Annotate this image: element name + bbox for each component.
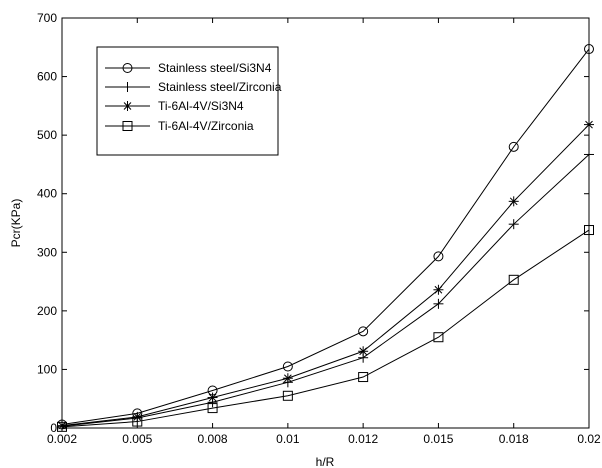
data-point-asterisk [57,420,67,431]
data-point-circle [584,44,594,55]
y-tick-label: 700 [37,11,57,25]
data-point-square [584,225,594,236]
data-point-square [433,332,444,343]
data-point-asterisk [433,284,444,295]
legend: Stainless steel/Si3N4 Stainless steel/Zir… [96,46,282,156]
series-layer [57,44,594,432]
y-axis-title: Pcr(KPa) [9,199,23,248]
data-point-square [207,403,218,414]
data-point-circle [358,326,369,337]
legend-label: Ti-6Al-4V/Zirconia [158,119,254,133]
data-point-asterisk [358,346,369,357]
y-tick-label: 0 [50,421,57,435]
x-axis-title: h/R [316,455,335,468]
data-point-square [282,390,293,401]
legend-marker-plus [122,82,133,92]
x-tick-label: 0.005 [122,432,152,446]
x-tick-label: 0.01 [276,432,300,446]
data-point-asterisk [584,119,594,130]
y-tick-label: 200 [37,304,57,318]
data-point-circle [433,251,444,262]
y-tick-label: 600 [37,70,57,84]
legend-marker-asterisk [122,101,133,111]
y-axis: 0 100 200 300 400 500 600 700 [37,11,589,435]
x-tick-label: 0.002 [47,432,77,446]
y-tick-label: 300 [37,245,57,259]
data-point-plus [584,149,594,160]
y-tick-label: 500 [37,128,57,142]
y-tick-label: 100 [37,362,57,376]
data-point-square [57,421,67,432]
data-point-circle [508,141,519,152]
data-point-asterisk [508,196,519,207]
data-point-square [358,372,369,383]
x-tick-label: 0.015 [423,432,453,446]
x-tick-label: 0.012 [348,432,378,446]
x-tick-label: 0.02 [577,432,601,446]
legend-marker-square [122,121,133,131]
data-point-asterisk [282,373,293,384]
data-point-square [508,274,519,285]
y-tick-label: 400 [37,187,57,201]
x-tick-label: 0.018 [499,432,529,446]
series-line-0 [61,48,590,425]
data-point-plus [433,298,444,309]
series-line-2 [61,124,590,427]
legend-marker-circle [122,63,133,73]
data-point-asterisk [207,392,218,403]
series-line-3 [61,229,590,428]
x-axis: 0.002 0.005 0.008 0.01 0.012 0.015 0.018 0.02 [47,18,601,446]
series-line-1 [61,154,590,427]
legend-label: Stainless steel/Zirconia [158,80,282,94]
legend-label: Stainless steel/Si3N4 [158,61,272,75]
data-point-plus [508,219,519,230]
data-point-square [132,416,143,427]
x-tick-label: 0.008 [198,432,228,446]
data-point-circle [282,361,293,372]
legend-label: Ti-6Al-4V/Si3N4 [158,99,244,113]
